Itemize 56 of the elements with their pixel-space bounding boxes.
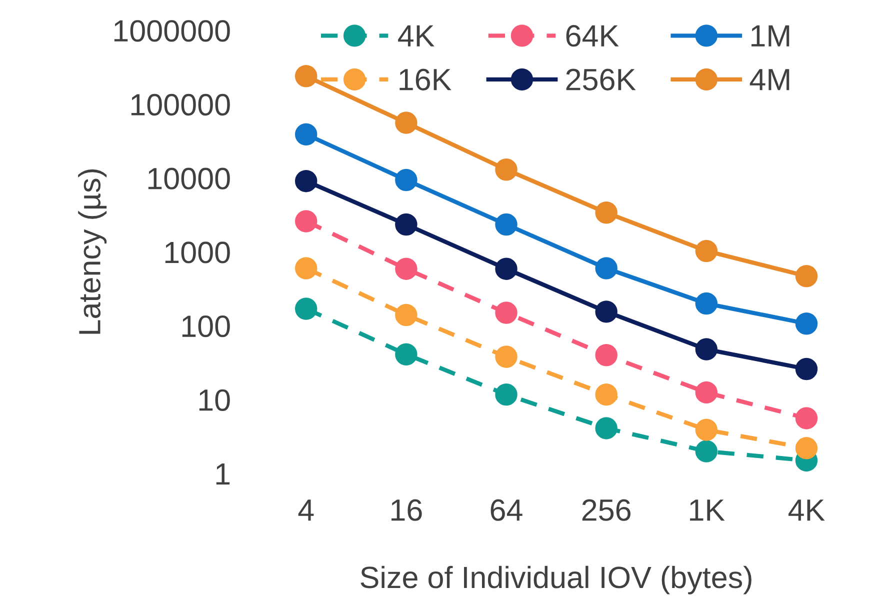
y-tick-label: 100000 — [131, 94, 230, 116]
point — [595, 344, 618, 366]
point — [395, 343, 418, 366]
point — [495, 213, 518, 236]
x-tick-label: 4K — [788, 500, 825, 521]
y-tick-label: 100 — [182, 315, 230, 338]
point — [795, 407, 818, 430]
point — [495, 346, 518, 368]
point — [495, 258, 518, 280]
x-tick-label: 1K — [690, 500, 725, 521]
point — [395, 112, 418, 134]
legend-label: 16K — [400, 68, 452, 90]
point — [395, 213, 418, 236]
x-axis-title: Size of Individual IOV (bytes) — [360, 566, 752, 594]
point — [294, 257, 318, 280]
x-tick-label: 64 — [490, 499, 522, 521]
legend-label: 4M — [750, 69, 790, 90]
point — [595, 383, 618, 406]
point — [795, 358, 818, 380]
x-tick-label: 256 — [582, 499, 630, 521]
x-tick-label: 16 — [392, 499, 422, 521]
point — [695, 440, 718, 462]
point — [495, 302, 518, 324]
point — [695, 292, 718, 315]
point — [294, 65, 318, 88]
point — [294, 210, 318, 232]
point — [395, 304, 418, 326]
y-tick-label: 10000 — [148, 168, 230, 190]
point — [695, 240, 718, 262]
point — [795, 312, 818, 335]
legend-label: 256K — [566, 68, 636, 90]
y-axis-title: Latency (µs) — [78, 169, 107, 334]
legend-label: 1M — [752, 25, 790, 46]
point — [595, 202, 618, 224]
point — [395, 258, 418, 280]
point — [495, 383, 518, 406]
x-tick-label: 4 — [298, 500, 314, 521]
y-tick-label: 10 — [199, 389, 230, 411]
point — [294, 170, 318, 192]
point — [695, 418, 718, 441]
point — [595, 300, 618, 323]
point — [294, 298, 318, 320]
point — [795, 437, 818, 460]
y-tick-label: 1000 — [165, 242, 230, 264]
legend-label: 64K — [566, 25, 619, 47]
point — [294, 123, 318, 146]
point — [595, 257, 618, 280]
y-tick-label: 1 — [216, 464, 230, 485]
point — [695, 381, 718, 404]
legend-label: 4K — [398, 25, 434, 46]
y-tick-label: 1000000 — [114, 20, 230, 42]
point — [495, 158, 518, 181]
point — [595, 417, 618, 440]
point — [695, 338, 718, 360]
point — [795, 265, 818, 288]
point — [395, 168, 418, 192]
